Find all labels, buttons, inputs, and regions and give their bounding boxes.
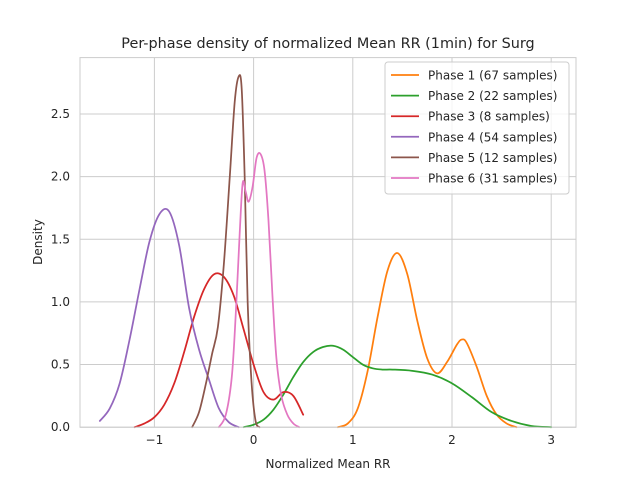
legend: Phase 1 (67 samples) Phase 2 (22 samples)… [384,61,570,195]
x-tick-label: −1 [146,433,164,447]
x-axis-label: Normalized Mean RR [265,457,390,471]
y-tick-label: 2.5 [51,107,70,121]
plot-frame [79,57,577,428]
legend-entry: Phase 3 (8 samples) [428,110,550,124]
x-tick-label: 3 [547,433,555,447]
series-line-phase-5 [191,74,261,429]
y-axis-ticks: 0.0 0.5 1.0 1.5 2.0 2.5 [51,107,70,434]
y-tick-label: 0.5 [51,358,70,372]
x-tick-label: 0 [250,433,258,447]
legend-box [384,61,570,195]
series-line-phase-3 [133,272,305,429]
legend-entry: Phase 2 (22 samples) [428,89,557,103]
y-tick-label: 1.5 [51,232,70,246]
x-tick-label: 2 [448,433,456,447]
legend-entry: Phase 5 (12 samples) [428,151,557,165]
y-tick-label: 0.0 [51,420,70,434]
chart-title: Per-phase density of normalized Mean RR … [121,36,534,52]
y-tick-label: 2.0 [51,170,70,184]
series-line-phase-2 [242,344,553,429]
legend-entry: Phase 1 (67 samples) [428,69,557,83]
series-lines [98,74,553,429]
x-tick-label: 1 [349,433,357,447]
x-axis-ticks: −1 0 1 2 3 [146,433,555,447]
y-tick-label: 1.0 [51,295,70,309]
y-axis-label: Density [31,219,45,265]
series-line-phase-4 [98,208,240,429]
legend-entry: Phase 4 (54 samples) [428,130,557,144]
series-line-phase-6 [218,152,301,429]
legend-entry: Phase 6 (31 samples) [428,172,557,186]
